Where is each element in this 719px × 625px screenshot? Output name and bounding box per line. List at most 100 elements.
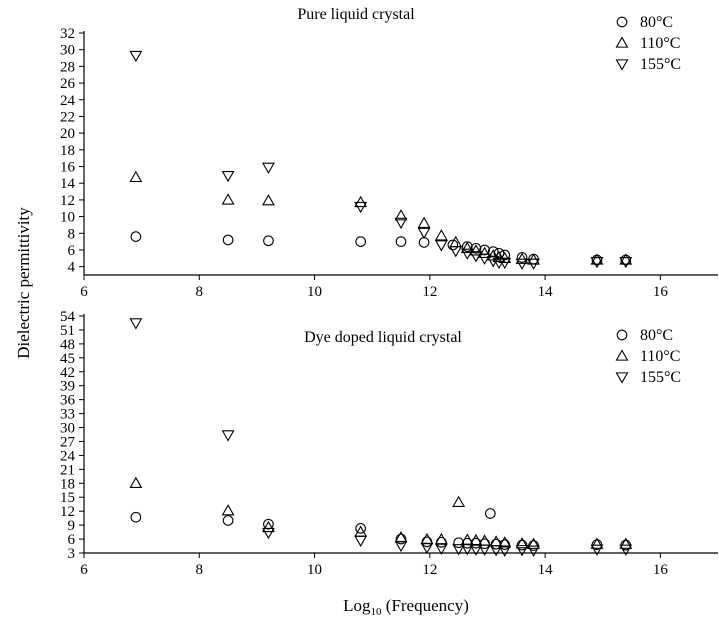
data-point bbox=[395, 236, 407, 247]
data-point bbox=[394, 209, 408, 221]
data-point bbox=[527, 545, 541, 557]
legend-marker bbox=[616, 16, 628, 28]
y-tick-label: 16 bbox=[60, 160, 76, 176]
data-point bbox=[453, 537, 464, 549]
data-point bbox=[130, 511, 142, 523]
data-point bbox=[515, 252, 529, 264]
y-tick-label: 26 bbox=[60, 76, 76, 92]
y-tick-label: 24 bbox=[60, 93, 76, 109]
x-tick-label: 16 bbox=[653, 284, 669, 300]
data-point bbox=[221, 504, 235, 516]
x-tick-label: 12 bbox=[422, 562, 437, 578]
data-point bbox=[452, 544, 466, 556]
data-point bbox=[619, 253, 633, 265]
series-155-c bbox=[129, 318, 633, 557]
legend: 80°C 110°C 155°C bbox=[615, 14, 681, 73]
legend-marker bbox=[615, 36, 629, 48]
y-tick-label: 9 bbox=[68, 518, 76, 534]
data-point bbox=[261, 520, 275, 533]
x-tick-label: 10 bbox=[307, 562, 322, 578]
data-point bbox=[129, 476, 143, 488]
data-point bbox=[354, 201, 368, 214]
y-tick-label: 30 bbox=[60, 43, 75, 59]
data-point bbox=[498, 257, 512, 270]
x-tick-label: 6 bbox=[80, 284, 88, 300]
x-tick-label: 14 bbox=[538, 284, 554, 300]
data-point bbox=[354, 195, 368, 208]
y-tick-label: 12 bbox=[60, 193, 75, 209]
data-point bbox=[394, 217, 408, 230]
data-point bbox=[129, 50, 143, 63]
y-tick-label: 42 bbox=[60, 365, 75, 381]
data-point bbox=[129, 170, 143, 183]
data-point bbox=[460, 248, 474, 260]
legend-marker bbox=[616, 329, 628, 341]
legend-marker bbox=[615, 372, 629, 384]
data-point bbox=[222, 515, 234, 526]
y-tick-label: 39 bbox=[60, 379, 75, 395]
series-80-c bbox=[130, 508, 632, 551]
data-point bbox=[221, 430, 235, 442]
panel-dye-doped-liquid-crystal: 6 8 10 12 14 16369121518212427303336394245485… bbox=[60, 309, 718, 578]
data-point bbox=[469, 251, 483, 263]
series-110-c bbox=[129, 170, 633, 265]
data-point bbox=[221, 171, 235, 183]
y-tick-label: 18 bbox=[60, 476, 75, 492]
data-point bbox=[394, 540, 408, 553]
data-point bbox=[452, 495, 466, 508]
legend-label: 155°C bbox=[640, 369, 681, 386]
data-point bbox=[395, 533, 407, 545]
data-point bbox=[434, 240, 448, 252]
data-point bbox=[498, 536, 512, 548]
data-point bbox=[418, 237, 430, 248]
data-point bbox=[498, 545, 512, 557]
y-tick-label: 3 bbox=[68, 546, 76, 562]
data-point bbox=[479, 244, 490, 256]
data-point bbox=[417, 227, 431, 240]
series-80-c bbox=[130, 231, 632, 266]
x-axis-label-main: Log bbox=[343, 596, 371, 615]
data-point bbox=[421, 536, 433, 548]
y-tick-label: 36 bbox=[60, 393, 76, 409]
data-point bbox=[434, 543, 448, 555]
legend: 80°C 110°C 155°C bbox=[615, 327, 681, 386]
y-tick-label: 20 bbox=[60, 126, 75, 142]
data-point bbox=[469, 544, 483, 556]
y-tick-label: 32 bbox=[60, 26, 75, 42]
data-point bbox=[515, 258, 529, 270]
data-point bbox=[590, 253, 604, 265]
y-tick-label: 30 bbox=[60, 421, 75, 437]
y-tick-label: 45 bbox=[60, 351, 75, 367]
legend-label: 155°C bbox=[640, 56, 681, 73]
y-tick-label: 22 bbox=[60, 109, 75, 125]
data-point bbox=[447, 239, 459, 251]
x-tick-label: 8 bbox=[196, 284, 204, 300]
data-point bbox=[129, 318, 143, 330]
x-tick-label: 12 bbox=[422, 284, 437, 300]
legend-label: 110°C bbox=[640, 35, 680, 52]
data-point bbox=[619, 256, 633, 269]
y-tick-label: 54 bbox=[60, 309, 76, 325]
data-point bbox=[515, 545, 529, 557]
y-tick-label: 6 bbox=[68, 532, 76, 548]
data-point bbox=[460, 533, 474, 545]
data-point bbox=[478, 253, 492, 265]
y-tick-label: 48 bbox=[60, 337, 75, 353]
data-point bbox=[590, 256, 604, 269]
data-point bbox=[478, 246, 492, 258]
data-point bbox=[469, 244, 483, 256]
data-point bbox=[417, 216, 431, 228]
data-point bbox=[590, 537, 604, 549]
data-point bbox=[470, 242, 482, 254]
x-tick-label: 14 bbox=[538, 562, 554, 578]
data-point bbox=[354, 535, 368, 548]
data-point bbox=[221, 193, 235, 205]
data-point bbox=[619, 544, 633, 556]
y-tick-label: 27 bbox=[60, 434, 76, 450]
legend-label: 80°C bbox=[640, 327, 673, 344]
data-point bbox=[355, 236, 367, 247]
data-point bbox=[263, 518, 274, 530]
data-point bbox=[261, 527, 275, 540]
data-point bbox=[484, 508, 496, 519]
